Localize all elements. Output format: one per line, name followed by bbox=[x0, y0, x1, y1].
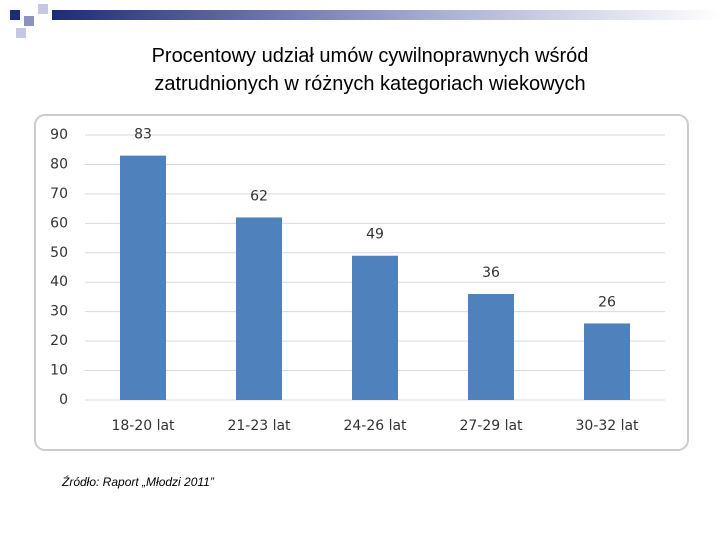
y-tick-label: 50 bbox=[50, 245, 68, 261]
bar bbox=[236, 217, 282, 400]
decor-square bbox=[10, 10, 20, 20]
source-note: Źródło: Raport „Młodzi 2011” bbox=[62, 475, 214, 489]
value-label: 83 bbox=[134, 127, 152, 143]
bar bbox=[584, 323, 630, 400]
decor-square bbox=[24, 16, 34, 26]
x-tick-label: 30-32 lat bbox=[575, 418, 639, 434]
y-tick-label: 40 bbox=[50, 274, 68, 290]
x-tick-label: 21-23 lat bbox=[227, 418, 291, 434]
decor-bar bbox=[52, 10, 720, 20]
bar bbox=[352, 255, 398, 400]
x-tick-label: 27-29 lat bbox=[459, 418, 523, 434]
x-tick-label: 24-26 lat bbox=[343, 418, 407, 434]
y-tick-label: 10 bbox=[50, 363, 68, 379]
y-tick-label: 90 bbox=[50, 127, 68, 143]
bar bbox=[120, 155, 166, 400]
y-tick-label: 0 bbox=[59, 392, 68, 408]
value-label: 36 bbox=[482, 265, 500, 281]
value-label: 49 bbox=[366, 227, 384, 243]
decor-square bbox=[16, 28, 26, 38]
x-tick-label: 18-20 lat bbox=[111, 418, 175, 434]
value-label: 26 bbox=[598, 294, 616, 310]
y-tick-label: 80 bbox=[50, 156, 68, 172]
bar bbox=[468, 294, 514, 400]
y-tick-label: 20 bbox=[50, 333, 68, 349]
y-tick-label: 60 bbox=[50, 215, 68, 231]
value-label: 62 bbox=[250, 188, 268, 204]
chart-title: Procentowy udział umów cywilnoprawnych w… bbox=[151, 45, 589, 95]
y-tick-label: 30 bbox=[50, 304, 68, 320]
y-tick-label: 70 bbox=[50, 186, 68, 202]
decor-square bbox=[38, 4, 48, 14]
